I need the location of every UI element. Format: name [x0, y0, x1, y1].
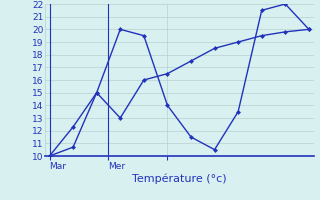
- X-axis label: Température (°c): Température (°c): [132, 173, 227, 184]
